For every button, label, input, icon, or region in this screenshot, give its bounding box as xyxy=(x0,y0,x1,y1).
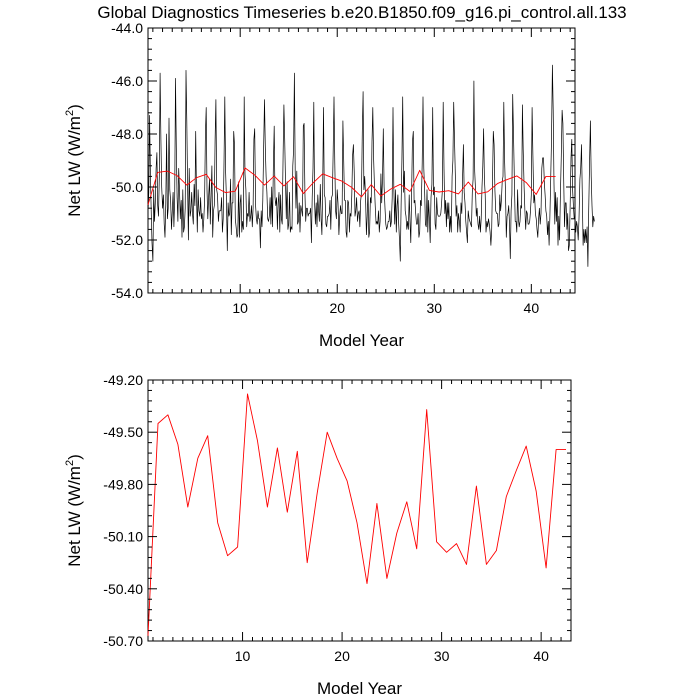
x-tick-label: 30 xyxy=(426,300,442,316)
x-tick-label: 10 xyxy=(232,300,248,316)
y-tick-label: -44.0 xyxy=(111,20,143,36)
monthly-series-line xyxy=(147,64,595,267)
x-axis-label: Model Year xyxy=(317,679,402,698)
y-axis-label: Net LW (W/m2) xyxy=(64,454,84,567)
figure-title: Global Diagnostics Timeseries b.e20.B185… xyxy=(97,3,626,22)
x-tick-label: 30 xyxy=(434,648,450,664)
y-tick-label: -46.0 xyxy=(111,73,143,89)
y-tick-label: -52.0 xyxy=(111,232,143,248)
x-tick-label: 40 xyxy=(533,648,549,664)
x-axis-label: Model Year xyxy=(319,331,404,350)
y-tick-label: -49.50 xyxy=(103,424,143,440)
y-tick-label: -49.20 xyxy=(103,372,143,388)
annual-series-line xyxy=(147,167,556,205)
x-tick-label: 20 xyxy=(334,648,350,664)
bottom-panel: 10 20 30 40 -50.70 -50.40 -50.10 -49.80 -49.50 -4… xyxy=(64,372,572,698)
y-axis-label: Net LW (W/m2) xyxy=(64,104,84,217)
plot-frame xyxy=(147,379,572,642)
annual-series-line xyxy=(147,393,566,636)
y-tick-label: -50.10 xyxy=(103,529,143,545)
y-tick-label: -49.80 xyxy=(103,476,143,492)
y-tick-label: -50.0 xyxy=(111,179,143,195)
y-tick-label: -50.40 xyxy=(103,581,143,597)
y-tick-label: -48.0 xyxy=(111,126,143,142)
top-panel: 10 20 30 40 -54.0 -52.0 -50.0 -48.0 -46.0 -44.0 Mo… xyxy=(64,20,595,350)
x-tick-label: 20 xyxy=(329,300,345,316)
x-tick-label: 40 xyxy=(524,300,540,316)
plot-frame xyxy=(147,27,576,294)
y-tick-label: -54.0 xyxy=(111,285,143,301)
y-tick-label: -50.70 xyxy=(103,633,143,649)
x-tick-label: 10 xyxy=(235,648,251,664)
